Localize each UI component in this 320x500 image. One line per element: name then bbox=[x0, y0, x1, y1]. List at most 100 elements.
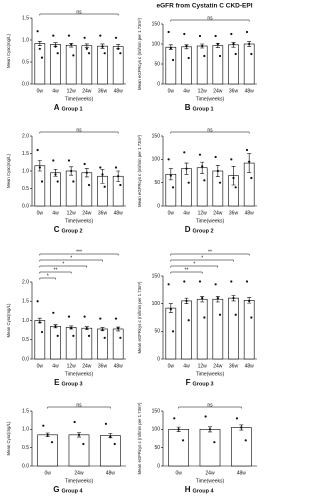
data-point bbox=[40, 330, 44, 334]
x-tick-label: 4w bbox=[183, 210, 190, 216]
x-tick-label: 36w bbox=[229, 210, 239, 216]
significance-bracket bbox=[39, 277, 56, 280]
significance-label: ns bbox=[76, 402, 82, 408]
data-point bbox=[235, 417, 239, 420]
data-point bbox=[83, 162, 86, 166]
error-bar bbox=[108, 433, 113, 439]
data-point bbox=[99, 34, 102, 37]
y-tick-label: 0 bbox=[157, 463, 160, 469]
significance-bracket bbox=[47, 406, 111, 409]
y-axis-label: Mean eGFRcys c (ml/min per 1.73m²) bbox=[137, 281, 142, 353]
data-point bbox=[250, 176, 253, 180]
data-point bbox=[83, 315, 86, 318]
x-tick-label: 24w bbox=[74, 470, 84, 476]
significance-label: * bbox=[193, 261, 195, 267]
bar bbox=[81, 45, 93, 85]
significance-label: * bbox=[47, 273, 49, 279]
x-tick-label: 12w bbox=[198, 210, 208, 216]
data-point bbox=[82, 442, 85, 446]
y-tick-label: 1.0 bbox=[22, 168, 29, 174]
data-point bbox=[99, 166, 102, 169]
data-point bbox=[198, 153, 202, 156]
data-point bbox=[56, 180, 59, 183]
data-point bbox=[204, 415, 207, 418]
panel-letter: F bbox=[186, 378, 191, 387]
significance-label: ** bbox=[54, 267, 58, 273]
data-point bbox=[245, 30, 249, 34]
data-point bbox=[103, 185, 106, 188]
error-bar bbox=[53, 168, 58, 177]
data-point bbox=[67, 34, 71, 37]
y-tick-label: 2.0 bbox=[22, 133, 29, 139]
bar bbox=[34, 320, 46, 360]
x-tick-label: 24w bbox=[213, 88, 223, 94]
y-axis-label: Mean Cysc(mg/L) bbox=[6, 153, 11, 187]
error-bar bbox=[200, 296, 205, 303]
significance-bracket bbox=[39, 271, 72, 274]
error-bar bbox=[208, 426, 212, 433]
x-tick-label: 24w bbox=[205, 470, 215, 476]
significance-bracket bbox=[170, 19, 250, 22]
figure: 0.0 0.5 1.0 1.5 Mean Cysc(mg/L) 0w 4w 12w 24w 36w… bbox=[6, 3, 257, 494]
y-axis-label: Mean Cysc(mg/L) bbox=[6, 421, 11, 455]
x-tick-label: 48w bbox=[114, 88, 124, 94]
bar bbox=[97, 328, 108, 360]
panel-caption: Group 4 bbox=[193, 488, 215, 494]
data-point bbox=[203, 179, 206, 182]
data-point bbox=[218, 181, 222, 184]
data-point bbox=[198, 34, 202, 38]
y-tick-label: 0 bbox=[157, 203, 160, 209]
x-axis-label: Time(weeks) bbox=[65, 371, 94, 377]
data-point bbox=[67, 159, 71, 162]
panel-letter: H bbox=[185, 485, 191, 494]
y-tick-label: 50 bbox=[154, 180, 160, 186]
x-axis-label: Time(weeks) bbox=[65, 218, 94, 224]
bar bbox=[212, 298, 224, 360]
error-bar bbox=[247, 153, 252, 173]
y-tick-label: 1.5 bbox=[22, 408, 29, 414]
x-tick-label: 48w bbox=[106, 470, 116, 476]
x-tick-label: 12w bbox=[198, 363, 208, 369]
data-point bbox=[36, 30, 39, 33]
y-tick-label: 1.5 bbox=[22, 15, 29, 21]
significance-bracket bbox=[170, 253, 250, 256]
data-point bbox=[183, 280, 186, 283]
data-point bbox=[87, 183, 91, 187]
x-axis-label: Time(weeks) bbox=[65, 96, 94, 102]
error-bar bbox=[53, 42, 58, 47]
significance-label: * bbox=[62, 261, 64, 267]
bar bbox=[97, 45, 108, 85]
error-bar bbox=[168, 168, 173, 181]
data-point bbox=[218, 313, 222, 316]
data-point bbox=[245, 148, 249, 152]
error-bar bbox=[247, 41, 252, 47]
data-point bbox=[234, 313, 237, 316]
significance-label: ns bbox=[207, 15, 213, 21]
x-axis-label: Time(weeks) bbox=[196, 96, 225, 102]
x-tick-label: 48w bbox=[245, 363, 255, 369]
panel-caption: Group 3 bbox=[193, 381, 214, 387]
data-point bbox=[36, 300, 39, 303]
data-point bbox=[187, 319, 190, 322]
x-tick-label: 24w bbox=[82, 363, 92, 369]
data-point bbox=[56, 334, 59, 337]
x-axis-label: Time(weeks) bbox=[196, 478, 225, 484]
y-axis-label: Mean Cysc(mg/L) bbox=[6, 303, 11, 337]
y-axis-label: Mean eGFRcys c (ml/min per 1.73m²) bbox=[137, 402, 142, 474]
significance-bracket bbox=[178, 406, 242, 409]
x-tick-label: 48w bbox=[114, 210, 124, 216]
bar bbox=[112, 46, 124, 85]
panel-caption: Group 4 bbox=[62, 488, 84, 494]
data-point bbox=[173, 417, 176, 420]
significance-bracket bbox=[39, 13, 119, 16]
x-axis-label: Time(weeks) bbox=[65, 478, 94, 484]
bar bbox=[50, 325, 61, 360]
x-tick-label: 0w bbox=[37, 210, 44, 216]
y-tick-label: 0.0 bbox=[22, 81, 29, 87]
x-tick-label: 4w bbox=[183, 363, 190, 369]
error-bar bbox=[116, 44, 121, 50]
data-point bbox=[214, 283, 217, 286]
y-tick-label: 1.5 bbox=[22, 151, 29, 157]
data-point bbox=[181, 439, 185, 442]
bar bbox=[196, 45, 208, 85]
